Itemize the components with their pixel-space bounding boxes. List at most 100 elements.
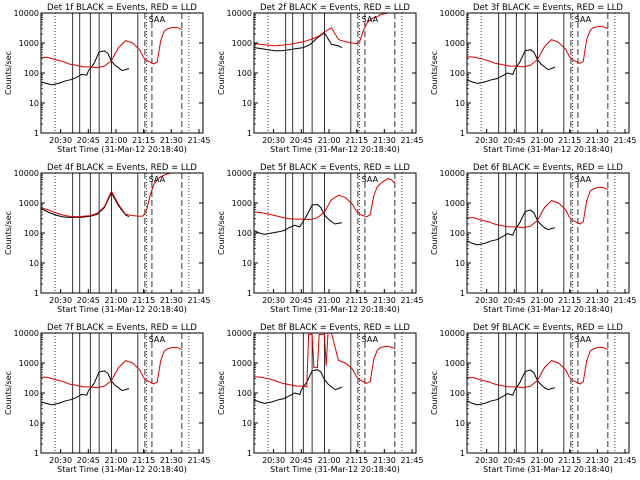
x-tick-label: 20:45 [77,136,100,145]
panel-det-2: 1 10 100 1000 10000 20:30 20:45 21:00 21:15 21:30… [217,3,424,154]
x-tick-label: 20:30 [475,456,498,465]
y-tick-label: 1 [247,129,252,138]
panel-title: Det 8f BLACK = Events, RED = LLD [260,323,410,333]
panel-det-6: 1 10 100 1000 10000 20:30 20:45 21:00 21:15 21:30… [430,163,637,314]
y-axis-label: Counts/sec [430,211,439,255]
x-tick-label: 20:30 [49,136,72,145]
x-tick-label: 20:30 [475,136,498,145]
x-tick-label: 21:45 [613,456,636,465]
y-tick-label: 1000 [19,359,39,368]
saa-label: SAA [362,15,379,24]
panel-title: Det 4f BLACK = Events, RED = LLD [47,163,197,173]
y-tick-label: 10000 [227,329,252,338]
y-tick-label: 10 [29,99,39,108]
saa-label: SAA [149,335,166,344]
y-axis-label: Counts/sec [4,51,13,95]
x-tick-label: 20:45 [77,296,100,305]
x-tick-label: 20:30 [49,296,72,305]
y-tick-label: 1 [34,449,39,458]
y-axis-label: Counts/sec [4,371,13,415]
saa-label: SAA [149,175,166,184]
y-tick-label: 1 [247,449,252,458]
y-tick-label: 1 [460,449,465,458]
x-tick-label: 21:00 [104,296,127,305]
x-tick-label: 21:15 [345,296,368,305]
x-axis-label: Start Time (31-Mar-12 20:18:40) [483,145,613,154]
y-tick-label: 100 [237,229,252,238]
x-tick-label: 20:30 [49,456,72,465]
x-tick-label: 21:30 [586,456,609,465]
x-tick-label: 21:00 [104,456,127,465]
y-axis-label: Counts/sec [217,51,226,95]
x-tick-label: 21:00 [317,296,340,305]
y-tick-label: 1000 [445,359,465,368]
panel-det-5: 1 10 100 1000 10000 20:30 20:45 21:00 21:15 21:30… [217,163,424,314]
x-axis-label: Start Time (31-Mar-12 20:18:40) [483,465,613,474]
y-tick-label: 10 [29,419,39,428]
y-tick-label: 100 [237,69,252,78]
x-tick-label: 21:30 [586,136,609,145]
panel-title: Det 9f BLACK = Events, RED = LLD [473,323,623,333]
x-tick-label: 21:45 [187,136,210,145]
x-tick-label: 21:00 [317,136,340,145]
x-tick-label: 21:15 [558,136,581,145]
x-axis-label: Start Time (31-Mar-12 20:18:40) [57,465,187,474]
x-tick-label: 20:45 [290,456,313,465]
saa-label: SAA [149,15,166,24]
y-tick-label: 1000 [445,199,465,208]
y-tick-label: 10000 [440,169,465,178]
y-tick-label: 10 [455,259,465,268]
panel-det-1: 1 10 100 1000 10000 20:30 20:45 21:00 21:15 21:30… [4,3,211,154]
panel-title: Det 6f BLACK = Events, RED = LLD [473,163,623,173]
x-tick-label: 21:30 [160,296,183,305]
y-tick-label: 10000 [227,169,252,178]
y-tick-label: 10000 [227,9,252,18]
y-tick-label: 1 [247,289,252,298]
x-tick-label: 21:30 [373,456,396,465]
x-tick-label: 20:45 [290,136,313,145]
series-line-lld [467,186,609,229]
series-line-events [253,203,343,235]
y-tick-label: 100 [24,69,39,78]
y-tick-label: 10000 [14,9,39,18]
x-tick-label: 21:15 [558,456,581,465]
y-tick-label: 1 [460,289,465,298]
panel-title: Det 7f BLACK = Events, RED = LLD [47,323,197,333]
saa-label: SAA [575,15,592,24]
panel-title: Det 3f BLACK = Events, RED = LLD [473,3,623,13]
series-line-lld [41,26,183,69]
series-line-lld [253,12,395,47]
x-tick-label: 21:15 [345,456,368,465]
y-tick-label: 1 [460,129,465,138]
y-tick-label: 10 [455,99,465,108]
panel-det-8: 1 10 100 1000 10000 20:30 20:45 21:00 21:15 21:30… [217,323,424,474]
x-tick-label: 20:45 [77,456,100,465]
x-tick-label: 21:45 [613,136,636,145]
x-tick-label: 20:45 [290,296,313,305]
x-tick-label: 20:45 [503,456,526,465]
y-tick-label: 10000 [14,329,39,338]
y-tick-label: 100 [237,389,252,398]
x-tick-label: 21:45 [187,456,210,465]
y-tick-label: 10000 [14,169,39,178]
y-tick-label: 10 [242,99,252,108]
x-tick-label: 21:15 [132,136,155,145]
series-line-events [253,31,343,52]
y-tick-label: 100 [24,389,39,398]
y-axis-label: Counts/sec [430,51,439,95]
y-tick-label: 1 [34,129,39,138]
series-line-lld [40,346,183,389]
saa-label: SAA [362,175,379,184]
y-tick-label: 100 [450,229,465,238]
x-tick-label: 21:45 [613,296,636,305]
x-tick-label: 21:30 [373,136,396,145]
y-tick-label: 100 [450,389,465,398]
y-tick-label: 1000 [19,199,39,208]
x-tick-label: 21:00 [530,136,553,145]
x-tick-label: 21:30 [586,296,609,305]
y-tick-label: 10 [242,419,252,428]
y-tick-label: 10000 [440,329,465,338]
x-tick-label: 21:15 [345,136,368,145]
